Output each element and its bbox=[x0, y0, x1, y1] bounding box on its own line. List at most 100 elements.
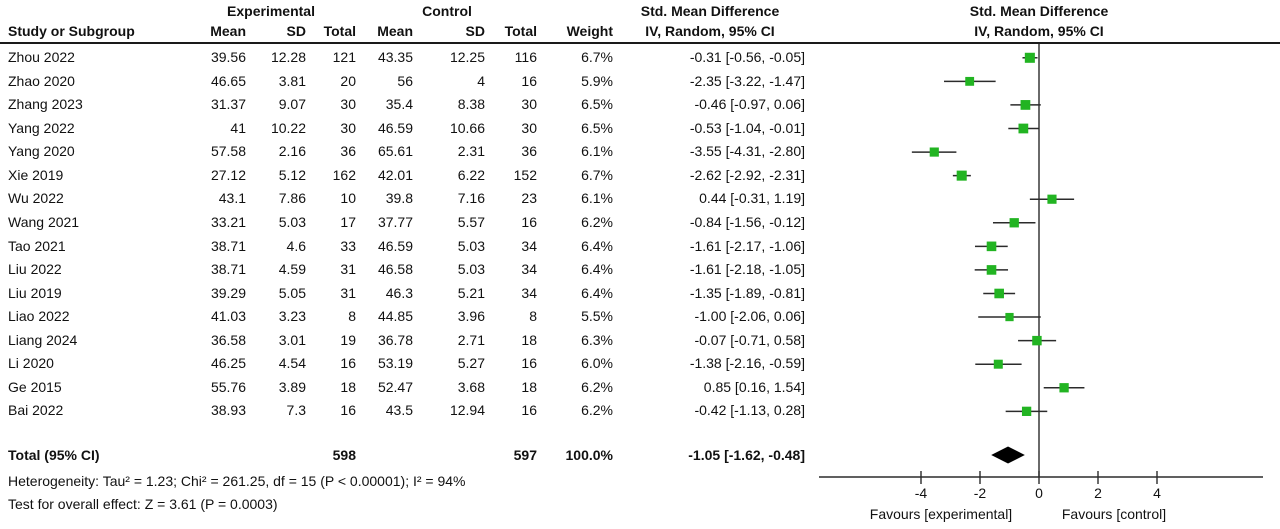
ctrl-sd: 10.66 bbox=[449, 119, 485, 136]
ctrl-sd: 12.25 bbox=[449, 49, 485, 65]
exp-total: 8 bbox=[348, 308, 356, 325]
study-effect-marker bbox=[1005, 312, 1014, 322]
exp-sd: 10.22 bbox=[270, 119, 306, 136]
header-divider bbox=[0, 42, 1280, 44]
study-name: Liu 2019 bbox=[8, 284, 62, 301]
exp-mean: 41.03 bbox=[210, 308, 246, 325]
ctrl-sd: 2.31 bbox=[457, 143, 485, 160]
exp-mean: 27.12 bbox=[210, 166, 246, 183]
ctrl-total: 34 bbox=[521, 237, 537, 254]
table-row: Liu 2022 38.71 4.59 31 46.58 5.03 34 6.4% -1.61 … bbox=[0, 258, 815, 282]
ctrl-mean: 46.59 bbox=[377, 119, 413, 136]
study-effect-marker bbox=[1059, 383, 1069, 393]
ctrl-mean: 52.47 bbox=[377, 378, 413, 395]
ci-text: -2.35 [-3.22, -1.47] bbox=[689, 72, 805, 89]
exp-sd: 4.6 bbox=[286, 237, 306, 254]
col-study-or-subgroup: Study or Subgroup bbox=[8, 23, 135, 39]
exp-sd: 2.16 bbox=[278, 143, 306, 160]
study-name: Liao 2022 bbox=[8, 308, 70, 325]
table-row: Zhang 2023 31.37 9.07 30 35.4 8.38 30 6.5% -0.46… bbox=[0, 93, 815, 117]
weight: 6.4% bbox=[581, 284, 613, 301]
col-ctrl-sd: SD bbox=[465, 23, 485, 39]
exp-mean: 36.58 bbox=[210, 331, 246, 348]
weight: 6.1% bbox=[581, 190, 613, 207]
ctrl-sd: 7.16 bbox=[457, 190, 485, 207]
ctrl-mean: 56 bbox=[397, 72, 413, 89]
weight: 6.2% bbox=[581, 213, 613, 230]
ctrl-sd: 5.21 bbox=[457, 284, 485, 301]
table-row: Wang 2021 33.21 5.03 17 37.77 5.57 16 6.2% -0.84… bbox=[0, 211, 815, 235]
exp-sd: 3.01 bbox=[278, 331, 306, 348]
total-ci-text: -1.05 [-1.62, -0.48] bbox=[688, 447, 805, 463]
exp-sd: 3.89 bbox=[278, 378, 306, 395]
ctrl-mean: 35.4 bbox=[385, 96, 413, 113]
exp-sd: 5.12 bbox=[278, 166, 306, 183]
ci-text: -0.46 [-0.97, 0.06] bbox=[694, 96, 805, 113]
axis-tick-label: -4 bbox=[915, 485, 928, 501]
ctrl-total: 36 bbox=[521, 143, 537, 160]
favours-experimental-label: Favours [experimental] bbox=[870, 506, 1012, 522]
ctrl-total: 116 bbox=[514, 49, 537, 65]
exp-total: 10 bbox=[340, 190, 356, 207]
exp-sd: 7.3 bbox=[286, 402, 306, 419]
table-row: Zhao 2020 46.65 3.81 20 56 4 16 5.9% -2.35 [-3.2… bbox=[0, 70, 815, 94]
exp-mean: 46.25 bbox=[210, 355, 246, 372]
study-effect-marker bbox=[986, 241, 997, 252]
study-effect-marker bbox=[1009, 218, 1019, 228]
exp-total: 30 bbox=[340, 119, 356, 136]
study-name: Zhou 2022 bbox=[8, 49, 75, 65]
weight: 6.3% bbox=[581, 331, 613, 348]
axis-tick-label: -2 bbox=[974, 485, 987, 501]
col-iv-random-ci-plot: IV, Random, 95% CI bbox=[974, 23, 1104, 39]
table-row: Xie 2019 27.12 5.12 162 42.01 6.22 152 6.7% -2.6… bbox=[0, 164, 815, 188]
exp-total: 162 bbox=[332, 166, 356, 183]
study-effect-marker bbox=[1021, 406, 1032, 416]
exp-sd: 3.81 bbox=[278, 72, 306, 89]
smd-text-column-header: Std. Mean Difference bbox=[640, 3, 780, 19]
ctrl-total: 16 bbox=[521, 72, 537, 89]
exp-sd: 5.05 bbox=[278, 284, 306, 301]
ctrl-total: 16 bbox=[521, 402, 537, 419]
study-effect-marker bbox=[929, 147, 939, 157]
col-ctrl-total: Total bbox=[504, 23, 537, 39]
ci-text: -1.00 [-2.06, 0.06] bbox=[694, 308, 805, 325]
ctrl-mean: 42.01 bbox=[377, 166, 413, 183]
study-effect-marker bbox=[1018, 123, 1029, 134]
summary-diamond bbox=[991, 446, 1025, 464]
axis-tick-label: 4 bbox=[1153, 485, 1161, 501]
col-weight: Weight bbox=[566, 23, 613, 39]
ctrl-sd: 3.68 bbox=[457, 378, 485, 395]
total-label: Total (95% CI) bbox=[8, 447, 100, 463]
exp-total: 30 bbox=[340, 96, 356, 113]
ctrl-total: 152 bbox=[513, 166, 537, 183]
ctrl-sd: 2.71 bbox=[457, 331, 485, 348]
ctrl-mean: 46.3 bbox=[385, 284, 413, 301]
ctrl-mean: 46.59 bbox=[377, 237, 413, 254]
col-exp-sd: SD bbox=[286, 23, 306, 39]
exp-mean: 46.65 bbox=[210, 72, 246, 89]
weight: 6.5% bbox=[581, 96, 613, 113]
total-ctrl-total: 597 bbox=[513, 447, 537, 463]
ctrl-mean: 46.58 bbox=[377, 261, 413, 278]
exp-total: 31 bbox=[340, 284, 356, 301]
weight: 6.1% bbox=[581, 143, 613, 160]
exp-mean: 39.29 bbox=[210, 284, 246, 301]
ctrl-sd: 5.03 bbox=[457, 261, 485, 278]
col-exp-mean: Mean bbox=[210, 23, 246, 39]
table-row: Wu 2022 43.1 7.86 10 39.8 7.16 23 6.1% 0.44 [-0.… bbox=[0, 187, 815, 211]
header-groups: Experimental Control Std. Mean Differenc… bbox=[0, 2, 1280, 20]
exp-mean: 38.93 bbox=[210, 402, 246, 419]
exp-total: 16 bbox=[340, 402, 356, 419]
study-name: Li 2020 bbox=[8, 355, 54, 372]
ctrl-mean: 39.8 bbox=[385, 190, 413, 207]
ci-text: -0.53 [-1.04, -0.01] bbox=[689, 119, 805, 136]
ctrl-total: 18 bbox=[521, 331, 537, 348]
ctrl-total: 23 bbox=[521, 190, 537, 207]
ci-text: -1.38 [-2.16, -0.59] bbox=[689, 355, 805, 372]
study-table: Zhou 2022 39.56 12.28 121 43.35 12.25 116 6.7% -… bbox=[0, 46, 815, 423]
weight: 6.0% bbox=[581, 355, 613, 372]
exp-sd: 4.54 bbox=[278, 355, 306, 372]
weight: 5.9% bbox=[581, 72, 613, 89]
exp-total: 19 bbox=[340, 331, 356, 348]
study-name: Tao 2021 bbox=[8, 237, 66, 254]
